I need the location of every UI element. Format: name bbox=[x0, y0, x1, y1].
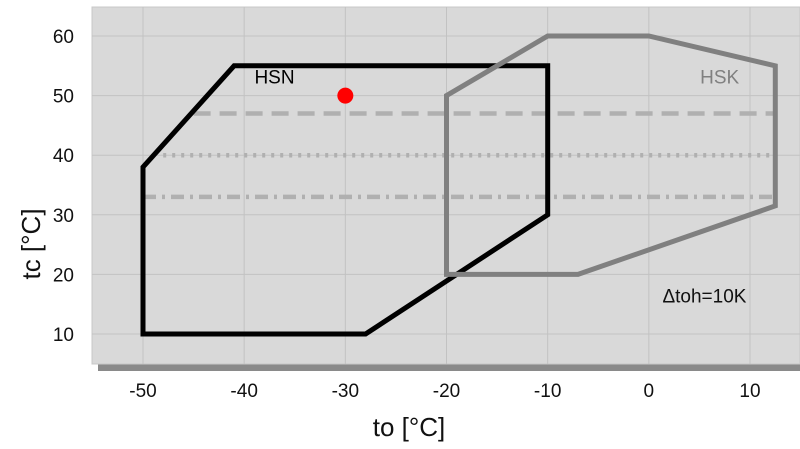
annotation-layer: HSN HSK Δtoh=10K bbox=[254, 68, 746, 308]
y-tick-labels: 10 20 30 40 50 60 bbox=[53, 27, 74, 346]
marker-layer bbox=[337, 87, 354, 104]
x-axis-title: to [°C] bbox=[373, 412, 446, 442]
annotation-label: Δtoh=10K bbox=[662, 286, 746, 307]
y-tick-label: 40 bbox=[53, 146, 74, 167]
y-tick-label: 30 bbox=[53, 206, 74, 227]
x-tick-labels: -50 -40 -30 -20 -10 0 10 bbox=[129, 381, 760, 402]
y-tick-label: 20 bbox=[53, 265, 74, 286]
plot-shadow bbox=[98, 364, 800, 371]
x-tick-label: -20 bbox=[433, 381, 460, 402]
y-tick-label: 60 bbox=[53, 27, 74, 48]
x-tick-label: -10 bbox=[534, 381, 561, 402]
y-tick-label: 10 bbox=[53, 325, 74, 346]
operating-point-marker bbox=[337, 87, 354, 104]
series-hsn-outline bbox=[140, 63, 551, 337]
x-tick-label: 0 bbox=[644, 381, 655, 402]
annotation-label: HSK bbox=[700, 68, 739, 89]
y-tick-label: 50 bbox=[53, 87, 74, 108]
x-tick-label: -30 bbox=[332, 381, 359, 402]
x-tick-label: 10 bbox=[739, 381, 760, 402]
series-layer bbox=[140, 33, 778, 337]
x-tick-label: -50 bbox=[129, 381, 156, 402]
annotation-label: HSN bbox=[254, 68, 294, 89]
y-axis-title: tc [°C] bbox=[16, 208, 46, 279]
series-hsk-outline bbox=[444, 33, 778, 277]
x-tick-label: -40 bbox=[230, 381, 257, 402]
